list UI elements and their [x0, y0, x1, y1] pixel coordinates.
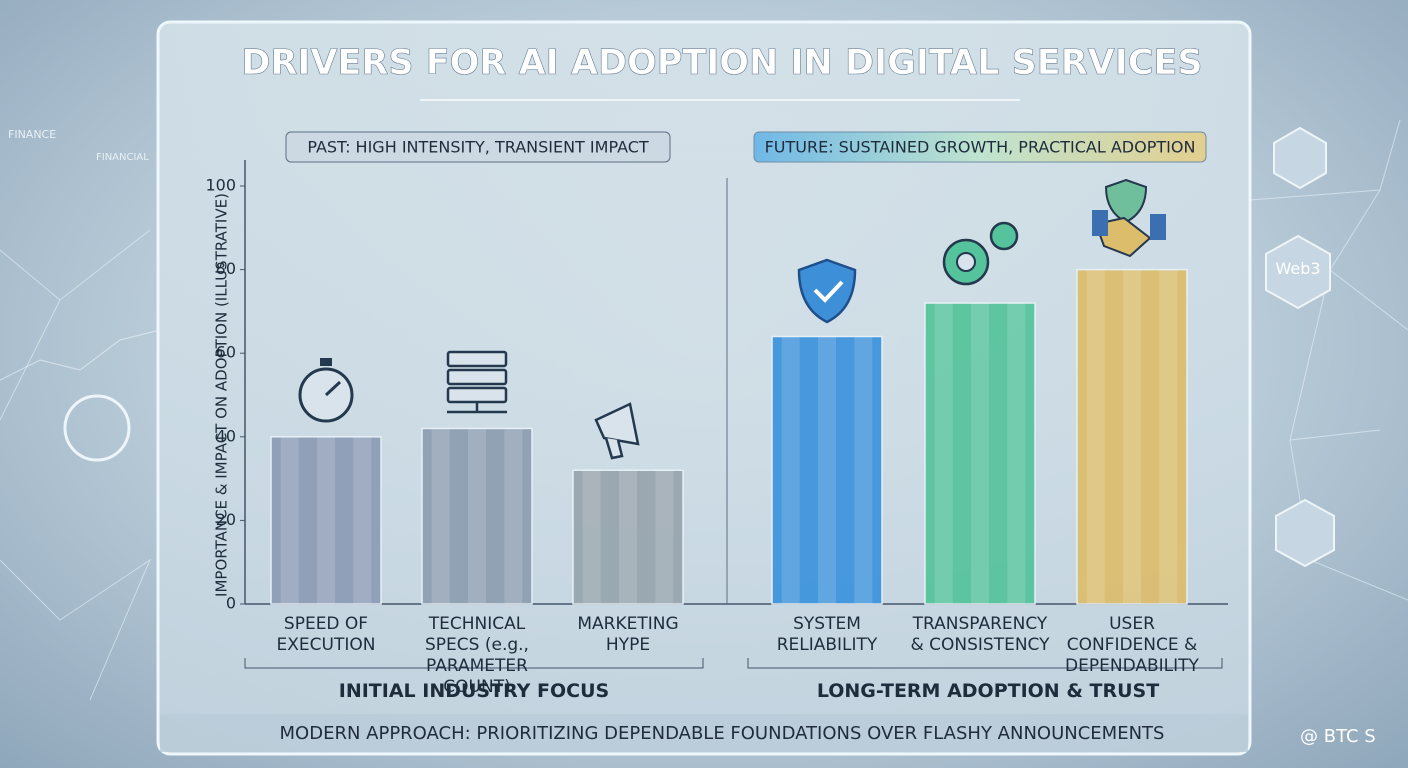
bar-group [572, 469, 684, 605]
bar-group [1076, 268, 1188, 605]
decor-hex [1265, 234, 1331, 310]
y-tick-label: 60 [216, 343, 236, 362]
x-tick-label: TECHNICAL SPECS (e.g., PARAMETER COUNT) [425, 614, 529, 697]
y-tick-label: 0 [226, 594, 236, 613]
bar-facet [353, 436, 372, 604]
x-tick-label: TRANSPARENCY & CONSISTENCY [910, 614, 1050, 655]
y-axis-label: IMPORTANCE & IMPACT ON ADOPTION (ILLUSTR… [213, 193, 231, 597]
group-label: INITIAL INDUSTRY FOCUS [338, 680, 610, 702]
bar [421, 427, 533, 605]
bar-group [771, 335, 883, 605]
group-header: FUTURE: SUSTAINED GROWTH, PRACTICAL ADOP… [765, 138, 1196, 157]
bar [924, 302, 1036, 605]
y-tick-label: 20 [216, 510, 236, 529]
footer: MODERN APPROACH: PRIORITIZING DEPENDABLE… [280, 723, 1165, 744]
decor-coin [63, 394, 131, 462]
bar-facet [1123, 269, 1141, 604]
decor-text: FINANCE [8, 128, 56, 141]
bar-facet [1159, 269, 1178, 604]
watermark: @ BTC S [1300, 726, 1376, 747]
group-bracket [747, 658, 1223, 669]
bar-facet [619, 470, 637, 604]
bar-group [270, 436, 382, 605]
group-header: PAST: HIGH INTENSITY, TRANSIENT IMPACT [307, 138, 649, 157]
group-bracket [244, 658, 704, 669]
chart-title: DRIVERS FOR AI ADOPTION IN DIGITAL SERVI… [241, 43, 1202, 83]
icon-shield [797, 258, 857, 324]
bar-facet [854, 336, 873, 604]
decor-text: Web3 [1275, 259, 1320, 278]
group-header-box [285, 131, 671, 163]
icon-stopwatch [298, 358, 354, 423]
bar-facet [317, 436, 335, 604]
bar-facet [818, 336, 836, 604]
y-tick-label: 40 [216, 426, 236, 445]
bar-facet [582, 470, 601, 604]
decor-hex [1275, 498, 1335, 568]
bar-group [421, 427, 533, 605]
bar-facet [1086, 269, 1105, 604]
icon-megaphone [594, 402, 640, 460]
x-tick-label: SPEED OF EXECUTION [276, 614, 376, 655]
group-header-box [753, 131, 1207, 163]
x-tick-label: MARKETING HYPE [577, 614, 679, 655]
bar [572, 469, 684, 605]
bar [1076, 268, 1188, 605]
x-tick-label: SYSTEM RELIABILITY [776, 614, 878, 655]
bar-facet [468, 428, 486, 604]
bar-group [924, 302, 1036, 605]
bar-facet [431, 428, 450, 604]
group-label: LONG-TERM ADOPTION & TRUST [816, 680, 1160, 702]
y-tick-label: 80 [216, 259, 236, 278]
bar-facet [280, 436, 299, 604]
bar [270, 436, 382, 605]
bar-facet [1007, 303, 1026, 604]
decor-hex [1273, 126, 1327, 190]
bar-facet [971, 303, 989, 604]
bar-facet [655, 470, 674, 604]
bar-facet [934, 303, 953, 604]
icon-handshake [1092, 178, 1166, 258]
bar [771, 335, 883, 605]
bar-facet [781, 336, 800, 604]
decor-text: FINANCIAL [96, 152, 149, 163]
y-tick-label: 100 [205, 176, 236, 195]
icon-server [446, 350, 508, 414]
footer-band [160, 714, 1248, 752]
x-tick-label: USER CONFIDENCE & DEPENDABILITY [1065, 614, 1199, 676]
icon-gears [942, 221, 1019, 286]
bar-facet [504, 428, 523, 604]
